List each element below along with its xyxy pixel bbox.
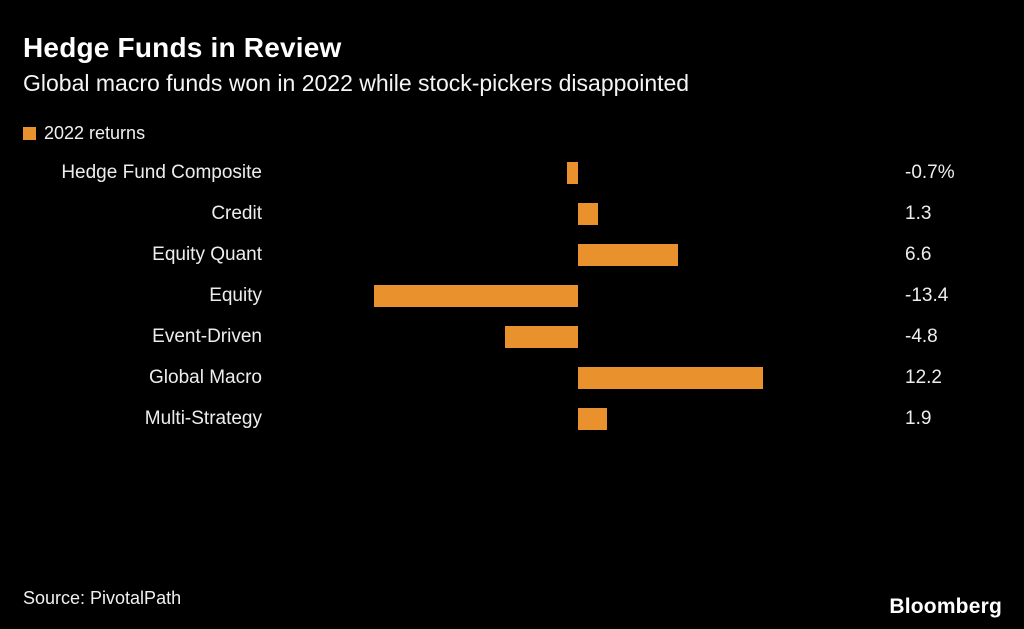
chart-row: Equity -13.4 xyxy=(0,275,1024,316)
chart-subtitle: Global macro funds won in 2022 while sto… xyxy=(23,70,690,96)
value-label: -13.4 xyxy=(905,285,949,306)
category-label: Global Macro xyxy=(149,367,262,388)
bar xyxy=(578,408,607,430)
category-label: Multi-Strategy xyxy=(144,408,262,429)
category-label: Credit xyxy=(211,203,262,224)
bar xyxy=(578,203,598,225)
value-label: 12.2 xyxy=(905,367,942,388)
chart-row: Credit 1.3 xyxy=(0,193,1024,234)
chart-row: Equity Quant 6.6 xyxy=(0,234,1024,275)
category-label: Event-Driven xyxy=(152,326,262,347)
value-label: 1.3 xyxy=(905,203,932,224)
category-label: Equity xyxy=(209,285,262,306)
bloomberg-logo: Bloomberg xyxy=(889,595,1002,618)
bar-chart: Hedge Fund Composite -0.7% Credit 1.3 Equity… xyxy=(0,152,1024,439)
chart-row: Event-Driven -4.8 xyxy=(0,316,1024,357)
source-credit: Source: PivotalPath xyxy=(23,588,182,608)
value-label: 1.9 xyxy=(905,408,932,429)
legend-label: 2022 returns xyxy=(44,123,146,143)
bar xyxy=(567,162,578,184)
bar xyxy=(578,367,764,389)
chart-row: Global Macro 12.2 xyxy=(0,357,1024,398)
category-label: Equity Quant xyxy=(152,244,262,265)
value-label: -4.8 xyxy=(905,326,938,347)
legend: 2022 returns xyxy=(23,123,145,144)
bar xyxy=(505,326,578,348)
chart-row: Multi-Strategy 1.9 xyxy=(0,398,1024,439)
value-label: -0.7% xyxy=(905,162,955,183)
category-label: Hedge Fund Composite xyxy=(61,162,262,183)
bar xyxy=(374,285,578,307)
bar xyxy=(578,244,679,266)
chart-title: Hedge Funds in Review xyxy=(23,32,342,63)
legend-swatch-icon xyxy=(23,127,36,140)
chart-row: Hedge Fund Composite -0.7% xyxy=(0,152,1024,193)
value-label: 6.6 xyxy=(905,244,932,265)
